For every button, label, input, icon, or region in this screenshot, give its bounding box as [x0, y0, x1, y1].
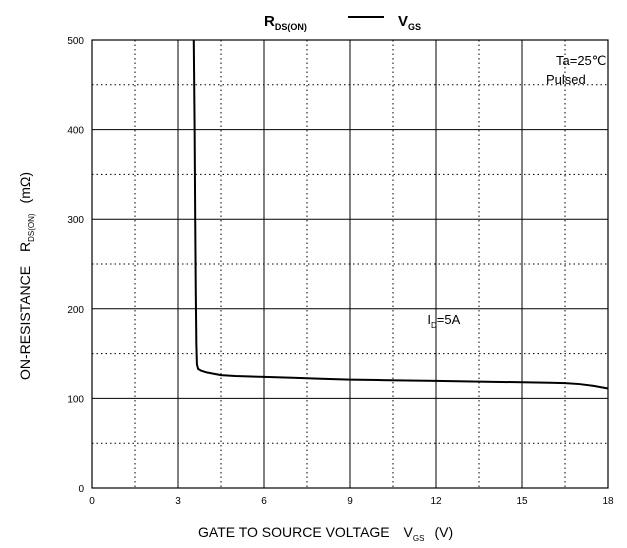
title-right-sub: GS: [408, 22, 421, 32]
x-tick-label: 0: [89, 496, 95, 507]
title-left-main: R: [264, 13, 275, 30]
series-line-rdson: [192, 39, 609, 390]
annotation-id: ID=5A: [427, 312, 460, 330]
y-tick-labels: 0 100 200 300 400 500: [67, 36, 84, 495]
title-right-main: V: [398, 13, 408, 30]
y-axis-symbol-sub: DS(ON): [27, 213, 36, 242]
plot-frame: [91, 39, 609, 489]
condition-pulsed: Pulsed: [546, 72, 586, 87]
condition-temperature: Ta=25℃: [556, 53, 606, 68]
y-tick-label: 300: [67, 215, 84, 226]
annotation-id-main: I: [427, 312, 431, 327]
x-axis-label: GATE TO SOURCE VOLTAGE VGS (V): [198, 524, 453, 543]
y-axis-label-main: ON-RESISTANCE: [17, 266, 33, 380]
chart-title-right: VGS: [398, 13, 421, 32]
title-left-sub: DS(ON): [275, 22, 307, 32]
x-axis-unit: (V): [434, 524, 453, 540]
x-tick-labels: 0 3 6 9 12 15 18: [89, 496, 614, 507]
y-axis-symbol: R: [17, 242, 33, 252]
x-tick-label: 15: [516, 496, 528, 507]
x-tick-label: 18: [602, 496, 614, 507]
chart-title-left: RDS(ON): [264, 13, 307, 32]
annotation-id-rest: =5A: [437, 312, 461, 327]
x-tick-label: 9: [347, 496, 353, 507]
major-gridlines: [92, 40, 608, 488]
y-tick-label: 500: [67, 36, 84, 47]
x-tick-label: 12: [430, 496, 442, 507]
x-axis-symbol: V: [404, 524, 414, 540]
x-tick-label: 6: [261, 496, 267, 507]
y-tick-label: 100: [67, 394, 84, 405]
y-tick-label: 200: [67, 305, 84, 316]
y-tick-label: 400: [67, 126, 84, 137]
x-tick-label: 3: [175, 496, 181, 507]
y-axis-label: ON-RESISTANCE RDS(ON) (mΩ): [17, 172, 36, 380]
x-axis-label-main: GATE TO SOURCE VOLTAGE: [198, 524, 390, 540]
y-tick-label: 0: [78, 484, 84, 495]
x-axis-symbol-sub: GS: [413, 534, 425, 543]
annotation-id-sub: D: [431, 321, 437, 330]
y-axis-unit: (mΩ): [17, 172, 33, 203]
